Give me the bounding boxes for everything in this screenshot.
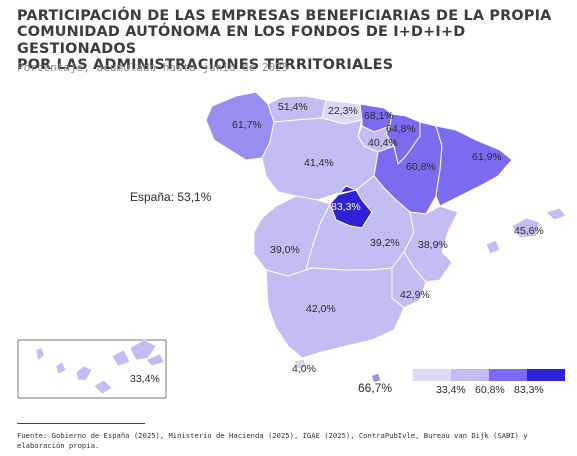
title-line-1: PARTICIPACIÓN DE LAS EMPRESAS BENEFICIAR… [17,8,552,24]
label-castilla-la-mancha: 39,2% [370,237,400,249]
region-melilla [371,373,381,383]
region-ceuta [295,359,306,369]
region-baleares-menorca [545,207,567,221]
canarias-inset-frame [17,339,167,399]
label-c-valenciana: 38,9% [418,239,448,251]
title-line-2: COMUNIDAD AUTÓNOMA EN LOS FONDOS DE I+D+… [17,24,466,57]
region-baleares-mallorca [511,217,541,239]
label-andalucia: 42,0% [306,303,336,315]
label-ceuta: 4,0% [292,363,316,375]
legend-tick-3: 83,3% [514,384,544,396]
label-madrid: 83,3% [331,201,361,213]
label-la-rioja: 40,4% [368,137,398,149]
legend-swatch-2 [451,369,489,381]
region-cataluna [435,125,513,207]
legend-swatch-3 [489,369,527,381]
national-average-label: España: 53,1% [130,190,212,204]
chart-subtitle: Porcentaje, acumulado hasta junio de 202… [17,61,289,74]
label-navarra: 64,8% [386,123,416,135]
source-note: Fuente: Gobierno de España (2025), Minis… [17,431,528,450]
label-pais-vasco: 68,1% [364,110,394,122]
label-galicia: 61,7% [232,119,262,131]
chart-title: PARTICIPACIÓN DE LAS EMPRESAS BENEFICIAR… [17,8,567,74]
label-extremadura: 39,0% [270,244,300,256]
label-castilla-leon: 41,4% [304,157,334,169]
label-baleares: 45,6% [514,225,544,237]
legend-tick-1: 33,4% [436,384,466,396]
label-murcia: 42,9% [400,289,430,301]
color-legend: 33,4% 60,8% 83,3% [413,369,565,396]
label-cataluna: 61,9% [472,151,502,163]
label-canarias: 33,4% [130,373,160,385]
label-aragon: 60,8% [406,161,436,173]
label-asturias: 51,4% [278,101,308,113]
label-cantabria: 22,3% [328,105,358,117]
region-andalucia [265,267,405,359]
label-melilla: 66,7% [358,381,392,395]
source-divider [17,423,145,424]
region-baleares-ibiza [485,239,501,255]
legend-swatch-4 [527,369,565,381]
legend-tick-2: 60,8% [475,384,505,396]
region-canarias [35,339,165,395]
region-galicia [205,91,275,161]
legend-swatch-1 [413,369,451,381]
title-line-3: POR LAS ADMINISTRACIONES TERRITORIALES [17,57,394,74]
